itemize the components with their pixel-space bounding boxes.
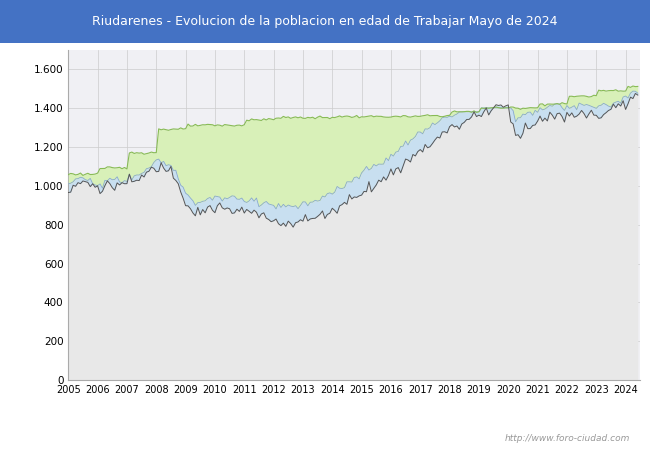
Text: http://www.foro-ciudad.com: http://www.foro-ciudad.com [505, 434, 630, 443]
Text: Riudarenes - Evolucion de la poblacion en edad de Trabajar Mayo de 2024: Riudarenes - Evolucion de la poblacion e… [92, 15, 558, 28]
